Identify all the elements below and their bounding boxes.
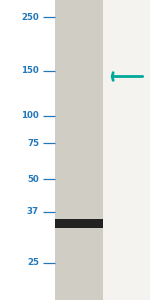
Text: 100: 100 — [21, 111, 39, 120]
Text: 25: 25 — [27, 258, 39, 267]
Text: 150: 150 — [21, 66, 39, 75]
Text: 250: 250 — [21, 13, 39, 22]
Text: 37: 37 — [27, 207, 39, 216]
Bar — [103, 0, 150, 300]
Bar — [55, 219, 103, 228]
Bar — [0, 0, 55, 300]
Bar — [55, 0, 103, 300]
Text: 75: 75 — [27, 139, 39, 148]
Text: 50: 50 — [27, 175, 39, 184]
